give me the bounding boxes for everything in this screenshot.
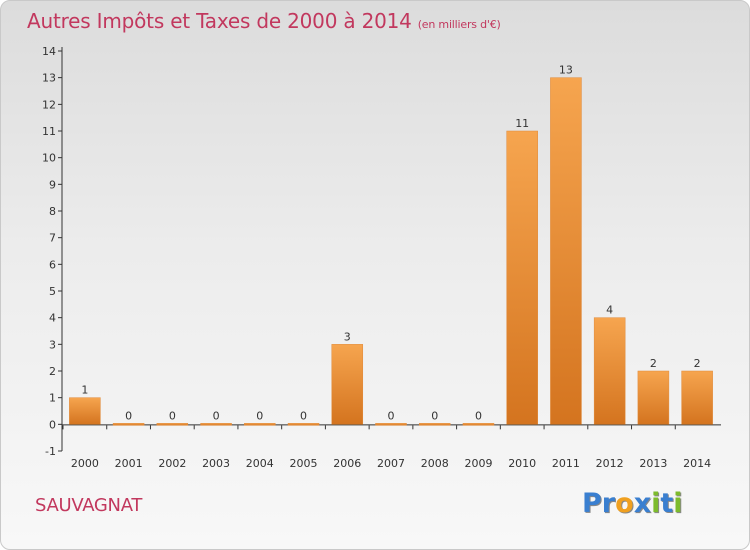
- bar: [462, 423, 495, 426]
- y-tick-label: 6: [49, 258, 56, 271]
- commune-name: SAUVAGNAT: [35, 495, 143, 516]
- data-label: 4: [606, 304, 613, 317]
- y-tick-label: -1: [45, 445, 56, 458]
- y-tick-label: 8: [49, 205, 56, 218]
- logo-letter: x: [633, 488, 652, 519]
- y-tick-label: 13: [42, 72, 56, 85]
- x-tick-label: 2006: [333, 457, 361, 470]
- y-tick-label: 4: [49, 312, 56, 325]
- y-tick-label: 5: [49, 285, 56, 298]
- bar: [637, 370, 670, 425]
- title-unit: (en milliers d'€): [417, 18, 501, 31]
- bar: [287, 423, 320, 426]
- y-tick-label: 0: [49, 418, 56, 431]
- y-tick-label: 10: [42, 152, 56, 165]
- bar: [69, 397, 101, 425]
- bar: [550, 77, 582, 425]
- data-label: 11: [515, 117, 529, 130]
- y-tick-label: 12: [42, 98, 56, 111]
- y-tick-label: 11: [42, 125, 56, 138]
- x-tick-label: 2012: [596, 457, 624, 470]
- data-label: 0: [125, 409, 132, 422]
- x-tick-label: 2002: [158, 457, 186, 470]
- bar: [244, 423, 276, 426]
- data-label: 3: [344, 330, 351, 343]
- data-label: 0: [256, 409, 263, 422]
- title-text: Autres Impôts et Taxes de 2000 à 2014: [27, 9, 412, 33]
- x-tick-label: 2008: [421, 457, 449, 470]
- data-label: 0: [388, 409, 395, 422]
- y-tick-label: 3: [49, 338, 56, 351]
- x-tick-label: 2013: [639, 457, 667, 470]
- data-label: 1: [81, 384, 88, 397]
- x-tick-label: 2004: [246, 457, 274, 470]
- y-tick-label: 9: [49, 178, 56, 191]
- chart-title: Autres Impôts et Taxes de 2000 à 2014 (en…: [27, 9, 501, 33]
- logo-letter: i: [651, 488, 661, 519]
- logo-letter: t: [660, 488, 674, 519]
- bar: [681, 370, 713, 425]
- bar: [112, 423, 145, 426]
- logo-letter: r: [601, 488, 616, 519]
- x-tick-label: 2014: [683, 457, 711, 470]
- logo-letter: P: [582, 488, 602, 519]
- data-label: 0: [213, 409, 220, 422]
- y-tick-label: 7: [49, 232, 56, 245]
- data-label: 0: [431, 409, 438, 422]
- x-tick-label: 2003: [202, 457, 230, 470]
- bar: [593, 317, 626, 425]
- bar: [418, 423, 451, 426]
- bar: [331, 344, 364, 425]
- data-label: 0: [475, 409, 482, 422]
- data-label: 0: [169, 409, 176, 422]
- proxiti-logo: Proxiti: [582, 488, 683, 519]
- x-tick-label: 2011: [552, 457, 580, 470]
- x-tick-label: 2007: [377, 457, 405, 470]
- x-tick-label: 2009: [464, 457, 492, 470]
- bar: [200, 423, 232, 426]
- y-tick-label: 14: [42, 45, 56, 58]
- logo-letter: o: [615, 488, 634, 519]
- data-label: 2: [650, 357, 657, 370]
- logo-letter: i: [673, 488, 683, 519]
- bar: [375, 423, 407, 426]
- data-label: 0: [300, 409, 307, 422]
- bar: [506, 130, 538, 425]
- y-tick-label: 2: [49, 365, 56, 378]
- data-label: 2: [694, 357, 701, 370]
- y-tick-label: 1: [49, 392, 56, 405]
- data-label: 13: [559, 64, 573, 77]
- x-tick-label: 2000: [71, 457, 99, 470]
- x-tick-label: 2005: [290, 457, 318, 470]
- x-tick-label: 2010: [508, 457, 536, 470]
- x-tick-label: 2001: [115, 457, 143, 470]
- bar: [156, 423, 189, 426]
